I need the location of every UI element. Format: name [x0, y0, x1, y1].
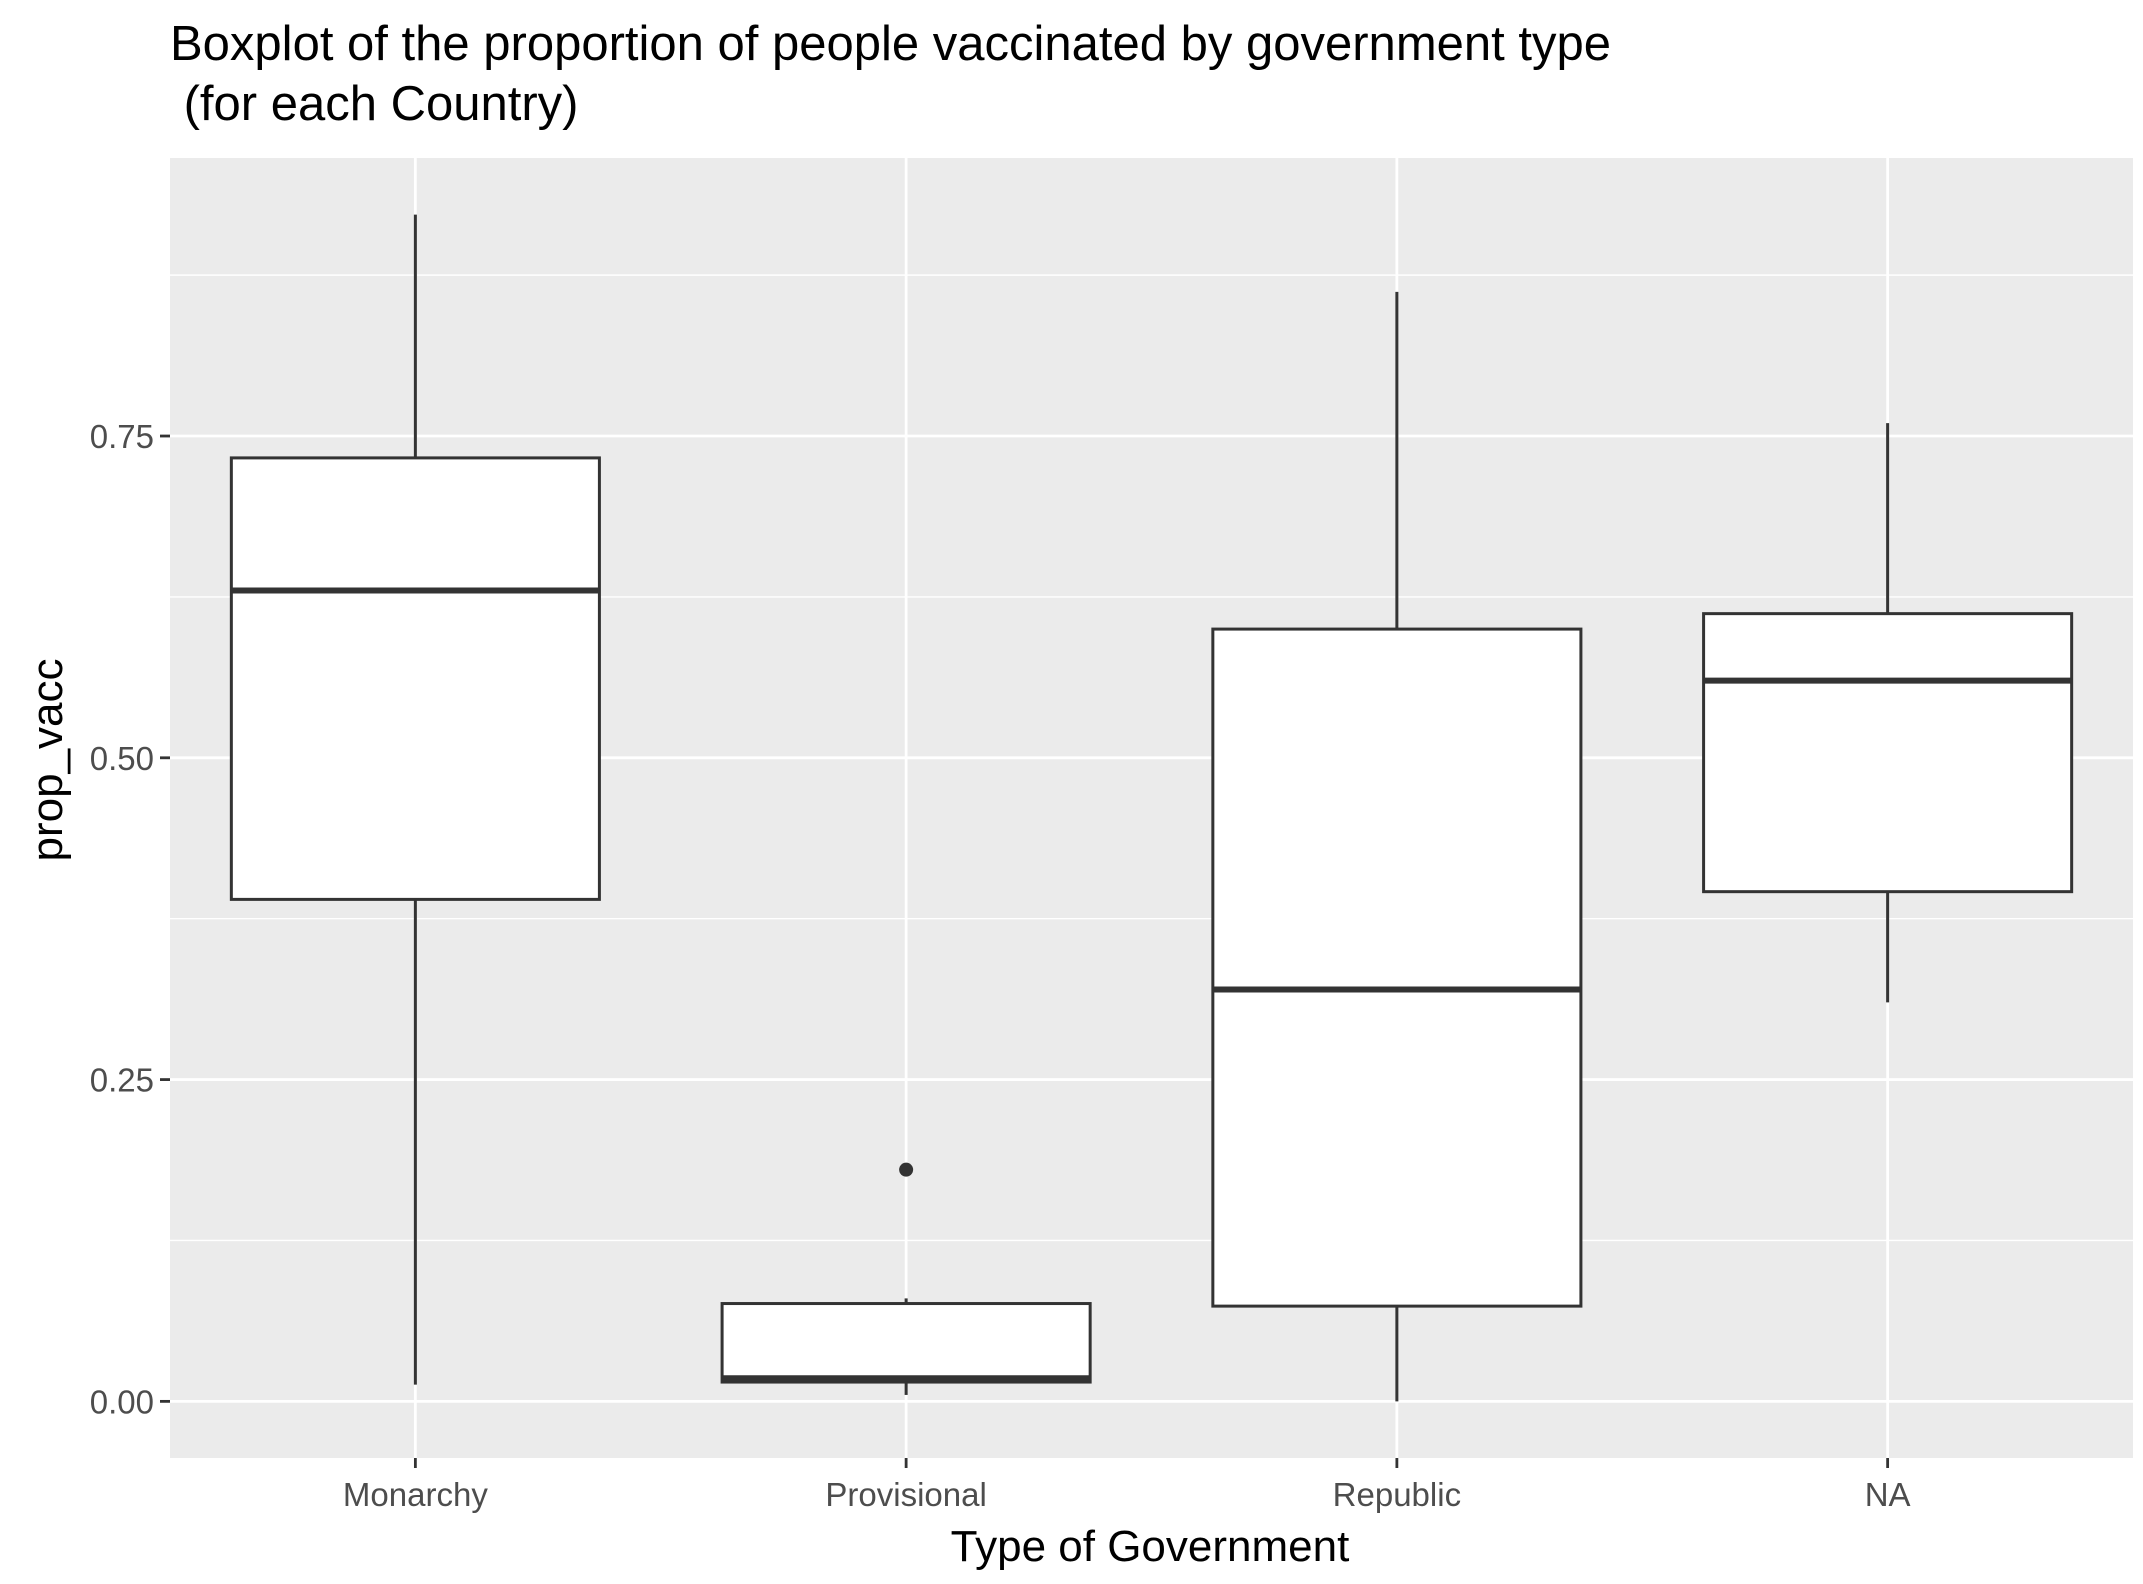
box-monarchy [229, 214, 601, 1385]
iqr-box-na [1702, 612, 2074, 894]
outlier-point-provisional [899, 1162, 914, 1177]
x-tick-label: Monarchy [343, 1476, 488, 1513]
iqr-box-provisional [720, 1302, 1092, 1384]
y-tick-label: 0.00 [90, 1383, 154, 1420]
x-tick-label: Provisional [825, 1476, 986, 1513]
box-layer [229, 214, 2074, 1402]
box-republic [1211, 291, 1583, 1402]
y-axis-title: prop_vacc [23, 658, 72, 861]
x-tick-label: Republic [1333, 1476, 1461, 1513]
y-tick-label: 0.50 [90, 740, 154, 777]
iqr-box-republic [1211, 627, 1583, 1308]
y-tick-label: 0.25 [90, 1062, 154, 1099]
x-axis-title: Type of Government [951, 1522, 1350, 1571]
axis-layer: 0.00 0.25 0.50 0.75 Monarchy Provisional Repub… [90, 418, 1911, 1513]
chart-title-line-1: Boxplot of the proportion of people vacc… [170, 17, 1611, 71]
iqr-box-monarchy [229, 456, 601, 901]
x-tick-label: NA [1865, 1476, 1911, 1513]
chart-title-line-2: (for each Country) [170, 77, 579, 131]
box-na [1702, 423, 2074, 1003]
box-provisional [720, 1162, 1092, 1395]
y-tick-label: 0.75 [90, 418, 154, 455]
